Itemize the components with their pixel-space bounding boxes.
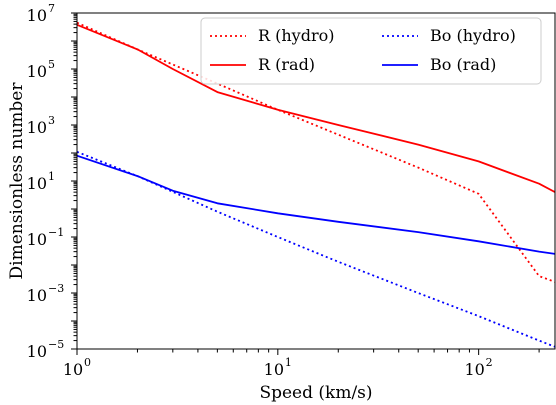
legend: R (hydro) R (rad) Bo (hydro) Bo (rad)	[200, 17, 542, 85]
y-tick-label: 10	[27, 230, 47, 249]
x-tick-label: 10	[264, 360, 284, 379]
y-axis-label: Dimensionless number	[7, 82, 27, 280]
y-tick-exponent: −5	[48, 338, 64, 351]
y-tick-label: 10	[27, 118, 47, 137]
legend-label: Bo (rad)	[430, 55, 496, 74]
axes: 10 0 10 1 10 210 −510 −310 −110 110 310 510 7	[27, 2, 556, 379]
y-tick-exponent: −3	[48, 282, 64, 295]
x-tick-label: 10	[63, 360, 83, 379]
legend-box	[200, 17, 542, 85]
y-tick-exponent: −1	[48, 226, 64, 239]
y-tick-exponent: 3	[48, 114, 55, 127]
x-tick-label: 10	[464, 360, 484, 379]
y-tick-label: 10	[27, 62, 47, 81]
series-line-r-rad	[77, 23, 555, 193]
legend-label: R (rad)	[258, 55, 315, 74]
y-tick-exponent: 7	[48, 2, 55, 15]
y-tick-label: 10	[27, 174, 47, 193]
y-tick-label: 10	[27, 342, 47, 361]
y-tick-label: 10	[27, 6, 47, 25]
legend-label: R (hydro)	[258, 26, 334, 45]
series-line-bo-rad	[77, 154, 555, 255]
x-tick-exponent: 1	[285, 356, 292, 369]
series-group	[77, 21, 555, 348]
series-line-r-hydro	[77, 21, 555, 283]
y-tick-exponent: 1	[48, 170, 55, 183]
x-tick-exponent: 2	[486, 356, 493, 369]
x-tick-exponent: 0	[84, 356, 91, 369]
y-tick-label: 10	[27, 286, 47, 305]
y-tick-exponent: 5	[48, 58, 55, 71]
legend-label: Bo (hydro)	[430, 26, 516, 45]
x-axis-label: Speed (km/s)	[259, 383, 372, 403]
